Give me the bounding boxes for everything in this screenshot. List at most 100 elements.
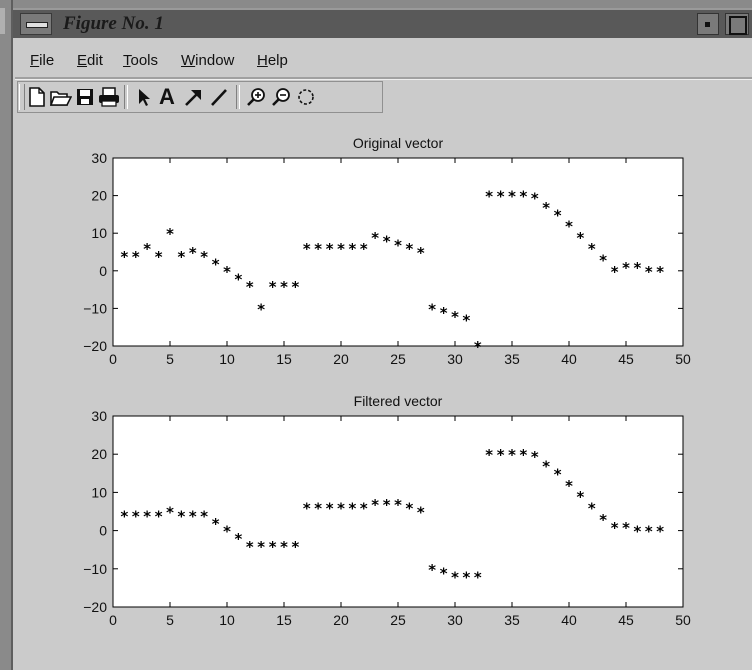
frame-grip[interactable] — [0, 8, 5, 34]
menu-file-mnemonic: F — [30, 52, 40, 69]
data-point: * — [291, 538, 300, 556]
data-point: * — [633, 259, 642, 277]
y-tick-label: −20 — [83, 338, 107, 354]
toolbar-grip[interactable] — [19, 84, 25, 110]
menu-edit[interactable]: Edit — [77, 52, 103, 69]
data-point: * — [393, 496, 402, 514]
data-point: * — [519, 188, 528, 206]
data-point: * — [462, 312, 471, 330]
data-point: * — [234, 530, 243, 548]
toolbar-separator — [236, 85, 240, 109]
data-point: * — [553, 206, 562, 224]
data-point: * — [348, 500, 357, 518]
data-point: * — [336, 500, 345, 518]
data-point: * — [439, 565, 448, 583]
x-tick-label: 30 — [447, 612, 463, 628]
window-menu-button[interactable] — [20, 13, 52, 35]
data-point: * — [599, 511, 608, 529]
data-point: * — [416, 244, 425, 262]
menu-bar: File Edit Tools Window Help — [15, 44, 752, 76]
data-point: * — [268, 278, 277, 296]
data-point: * — [200, 248, 209, 266]
data-point: * — [599, 252, 608, 270]
menu-tools[interactable]: Tools — [123, 52, 158, 69]
data-point: * — [131, 507, 140, 525]
title-bar[interactable]: Figure No. 1 — [13, 8, 752, 38]
data-point: * — [485, 446, 494, 464]
data-point: * — [542, 199, 551, 217]
insert-line-button[interactable] — [207, 85, 231, 109]
data-point: * — [644, 523, 653, 541]
x-tick-label: 20 — [333, 612, 349, 628]
window-menu-icon — [26, 22, 48, 28]
data-point: * — [416, 504, 425, 522]
y-tick-label: 0 — [99, 523, 107, 539]
data-point: * — [188, 244, 197, 262]
menu-file[interactable]: File — [30, 52, 54, 69]
open-button[interactable] — [49, 85, 73, 109]
menu-edit-label: dit — [87, 52, 103, 69]
insert-text-icon: A — [159, 84, 175, 109]
axes-1[interactable] — [112, 157, 684, 347]
data-point: * — [610, 263, 619, 281]
x-tick-label: 45 — [618, 351, 634, 367]
save-button[interactable] — [73, 85, 97, 109]
rotate-button[interactable] — [294, 85, 318, 109]
data-point: * — [131, 248, 140, 266]
y-tick-label: −10 — [83, 561, 107, 577]
data-point: * — [234, 270, 243, 288]
data-point: * — [450, 308, 459, 326]
menu-window-mnemonic: W — [181, 52, 196, 69]
x-tick-label: 25 — [390, 612, 406, 628]
data-point: * — [564, 477, 573, 495]
data-point: * — [177, 507, 186, 525]
data-point: * — [462, 568, 471, 586]
data-point: * — [473, 568, 482, 586]
data-point: * — [485, 188, 494, 206]
menu-window[interactable]: Window — [181, 52, 234, 69]
data-point: * — [656, 523, 665, 541]
data-point: * — [371, 496, 380, 514]
minimize-button[interactable] — [697, 13, 719, 35]
menu-window-label: indow — [195, 52, 235, 69]
axes-2[interactable] — [112, 415, 684, 608]
new-figure-icon — [29, 87, 45, 107]
data-point: * — [325, 500, 334, 518]
print-icon — [99, 87, 119, 107]
insert-arrow-button[interactable] — [181, 85, 205, 109]
data-point: * — [154, 248, 163, 266]
zoom-in-button[interactable] — [244, 85, 268, 109]
zoom-out-button[interactable] — [269, 85, 293, 109]
y-tick-label: 30 — [91, 150, 107, 166]
data-point: * — [371, 229, 380, 247]
data-point: * — [177, 248, 186, 266]
data-point: * — [165, 504, 174, 522]
data-point: * — [257, 538, 266, 556]
menu-help[interactable]: Help — [257, 52, 288, 69]
data-point: * — [120, 248, 129, 266]
data-point: * — [154, 507, 163, 525]
insert-arrow-icon — [185, 90, 201, 106]
maximize-button[interactable] — [725, 13, 749, 35]
rotate-icon — [298, 89, 314, 105]
x-tick-label: 30 — [447, 351, 463, 367]
x-tick-label: 0 — [109, 612, 117, 628]
open-folder-icon — [50, 91, 72, 106]
data-point: * — [291, 278, 300, 296]
data-point: * — [473, 338, 482, 356]
data-point: * — [610, 519, 619, 537]
data-point: * — [405, 500, 414, 518]
new-figure-button[interactable] — [25, 85, 49, 109]
data-point: * — [382, 496, 391, 514]
menu-help-label: elp — [267, 52, 288, 69]
x-tick-label: 5 — [166, 612, 174, 628]
y-tick-label: −10 — [83, 300, 107, 316]
data-point: * — [314, 500, 323, 518]
data-point: * — [222, 263, 231, 281]
select-button[interactable] — [131, 85, 155, 109]
data-point: * — [200, 507, 209, 525]
print-button[interactable] — [97, 85, 121, 109]
data-point: * — [120, 507, 129, 525]
data-point: * — [211, 515, 220, 533]
insert-text-button[interactable]: A — [155, 84, 179, 109]
